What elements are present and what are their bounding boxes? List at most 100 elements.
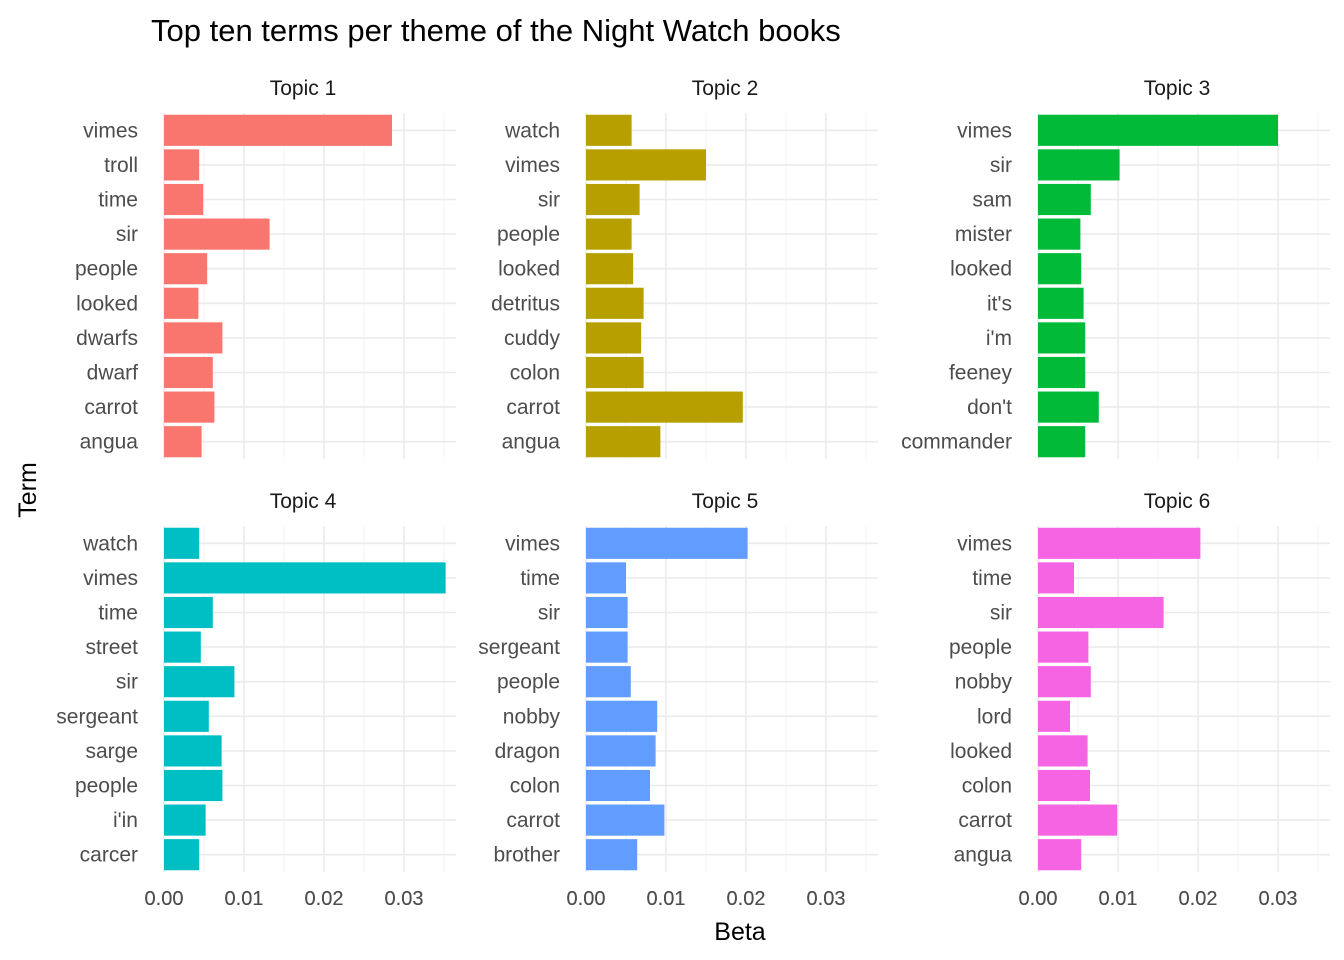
x-tick-label: 0.00: [1019, 888, 1058, 910]
bar-dont: [1038, 391, 1099, 423]
facet-panel: Topic 2 watch vimes sir people looked detritus…: [491, 77, 878, 910]
bar-looked: [586, 253, 634, 285]
x-tick-label: 0.02: [727, 888, 766, 910]
term-label: sir: [116, 223, 138, 246]
term-label: vimes: [505, 532, 560, 555]
x-tick-label: 0.03: [807, 888, 846, 910]
bar-time: [1038, 562, 1074, 594]
term-label: don't: [967, 396, 1012, 419]
term-label: carrot: [84, 396, 138, 419]
term-label: angua: [954, 844, 1013, 867]
x-tick-label: 0.00: [145, 888, 184, 910]
facet-panel: Topic 5 vimes time sir sergeant people nobby dr…: [478, 490, 878, 910]
term-label: troll: [104, 154, 138, 177]
bar-time: [586, 562, 626, 594]
bar-carrot: [586, 804, 665, 836]
bar-feeney: [1038, 356, 1086, 389]
term-label: colon: [962, 775, 1012, 798]
term-label: lord: [977, 705, 1012, 728]
bar-carcer: [164, 839, 200, 871]
facet-panels: Topic 1 vimes troll time sir people looked dwar…: [56, 77, 1330, 910]
facet-panel: Topic 4 watch vimes time street sir sergeant sa…: [56, 490, 456, 910]
term-label: sir: [990, 154, 1012, 177]
bar-street: [164, 631, 201, 663]
bar-vimes: [164, 562, 446, 594]
bar-troll: [164, 149, 200, 181]
bar-watch: [164, 527, 200, 559]
term-label: dragon: [495, 740, 560, 763]
bar-time: [164, 183, 204, 216]
term-label: people: [75, 258, 138, 281]
term-label: sergeant: [478, 636, 560, 659]
bar-colon: [586, 769, 650, 802]
term-label: sir: [990, 602, 1012, 625]
term-label: nobby: [503, 705, 561, 728]
x-tick-label: 0.00: [567, 888, 606, 910]
term-label: cuddy: [504, 327, 561, 350]
term-label: dwarfs: [76, 327, 138, 350]
facet-strip-label: Topic 4: [270, 490, 337, 513]
chart-title: Top ten terms per theme of the Night Wat…: [151, 13, 841, 48]
x-tick-label: 0.00: [1019, 888, 1058, 910]
bar-sarge: [164, 735, 222, 767]
bar-iin: [164, 804, 206, 836]
bar-its: [1038, 287, 1084, 319]
term-label: time: [98, 602, 138, 625]
bar-im: [1038, 322, 1086, 354]
term-label: i'm: [986, 327, 1012, 350]
bar-brother: [586, 839, 638, 871]
term-label: sam: [972, 189, 1012, 212]
x-tick-label: 0.03: [1259, 888, 1298, 910]
bar-sergeant: [164, 700, 209, 732]
bar-people: [164, 769, 223, 802]
term-label: people: [75, 775, 138, 798]
term-label: vimes: [957, 532, 1012, 555]
bar-watch: [586, 114, 632, 146]
term-label: people: [497, 223, 560, 246]
x-tick-label: 0.01: [225, 888, 264, 910]
bar-nobby: [1038, 666, 1091, 698]
term-label: looked: [950, 740, 1012, 763]
x-tick-label: 0.00: [145, 888, 184, 910]
bar-people: [586, 666, 631, 698]
term-label: street: [85, 636, 138, 659]
facet-strip-label: Topic 1: [270, 77, 337, 100]
term-label: colon: [510, 775, 560, 798]
bar-looked: [1038, 735, 1088, 767]
bar-sergeant: [586, 631, 628, 663]
term-label: vimes: [505, 154, 560, 177]
bar-carrot: [164, 391, 215, 423]
term-label: people: [949, 636, 1012, 659]
bar-vimes: [1038, 114, 1278, 146]
term-label: angua: [502, 431, 561, 454]
bar-sir: [586, 596, 628, 629]
bar-mister: [1038, 218, 1081, 250]
bar-angua: [586, 426, 661, 458]
term-label: dwarf: [87, 362, 139, 385]
term-label: feeney: [949, 362, 1013, 385]
bar-angua: [164, 426, 202, 458]
x-tick-label: 0.01: [647, 888, 686, 910]
term-label: carrot: [506, 396, 560, 419]
bar-sir: [1038, 149, 1120, 181]
term-label: detritus: [491, 292, 560, 315]
term-label: watch: [82, 532, 138, 555]
x-tick-label: 0.03: [385, 888, 424, 910]
term-label: sarge: [85, 740, 138, 763]
x-tick-label: 0.03: [807, 888, 846, 910]
bar-lord: [1038, 700, 1070, 732]
facet-strip-label: Topic 3: [1144, 77, 1211, 100]
bar-people: [164, 253, 208, 285]
x-tick-label: 0.01: [225, 888, 264, 910]
x-tick-label: 0.01: [647, 888, 686, 910]
term-label: i'in: [113, 809, 138, 832]
term-label: time: [520, 567, 560, 590]
term-label: vimes: [957, 119, 1012, 142]
term-label: sir: [116, 671, 138, 694]
bar-carrot: [586, 391, 743, 423]
x-tick-label: 0.02: [305, 888, 344, 910]
bar-looked: [1038, 253, 1082, 285]
bar-colon: [586, 356, 644, 389]
term-label: colon: [510, 362, 560, 385]
